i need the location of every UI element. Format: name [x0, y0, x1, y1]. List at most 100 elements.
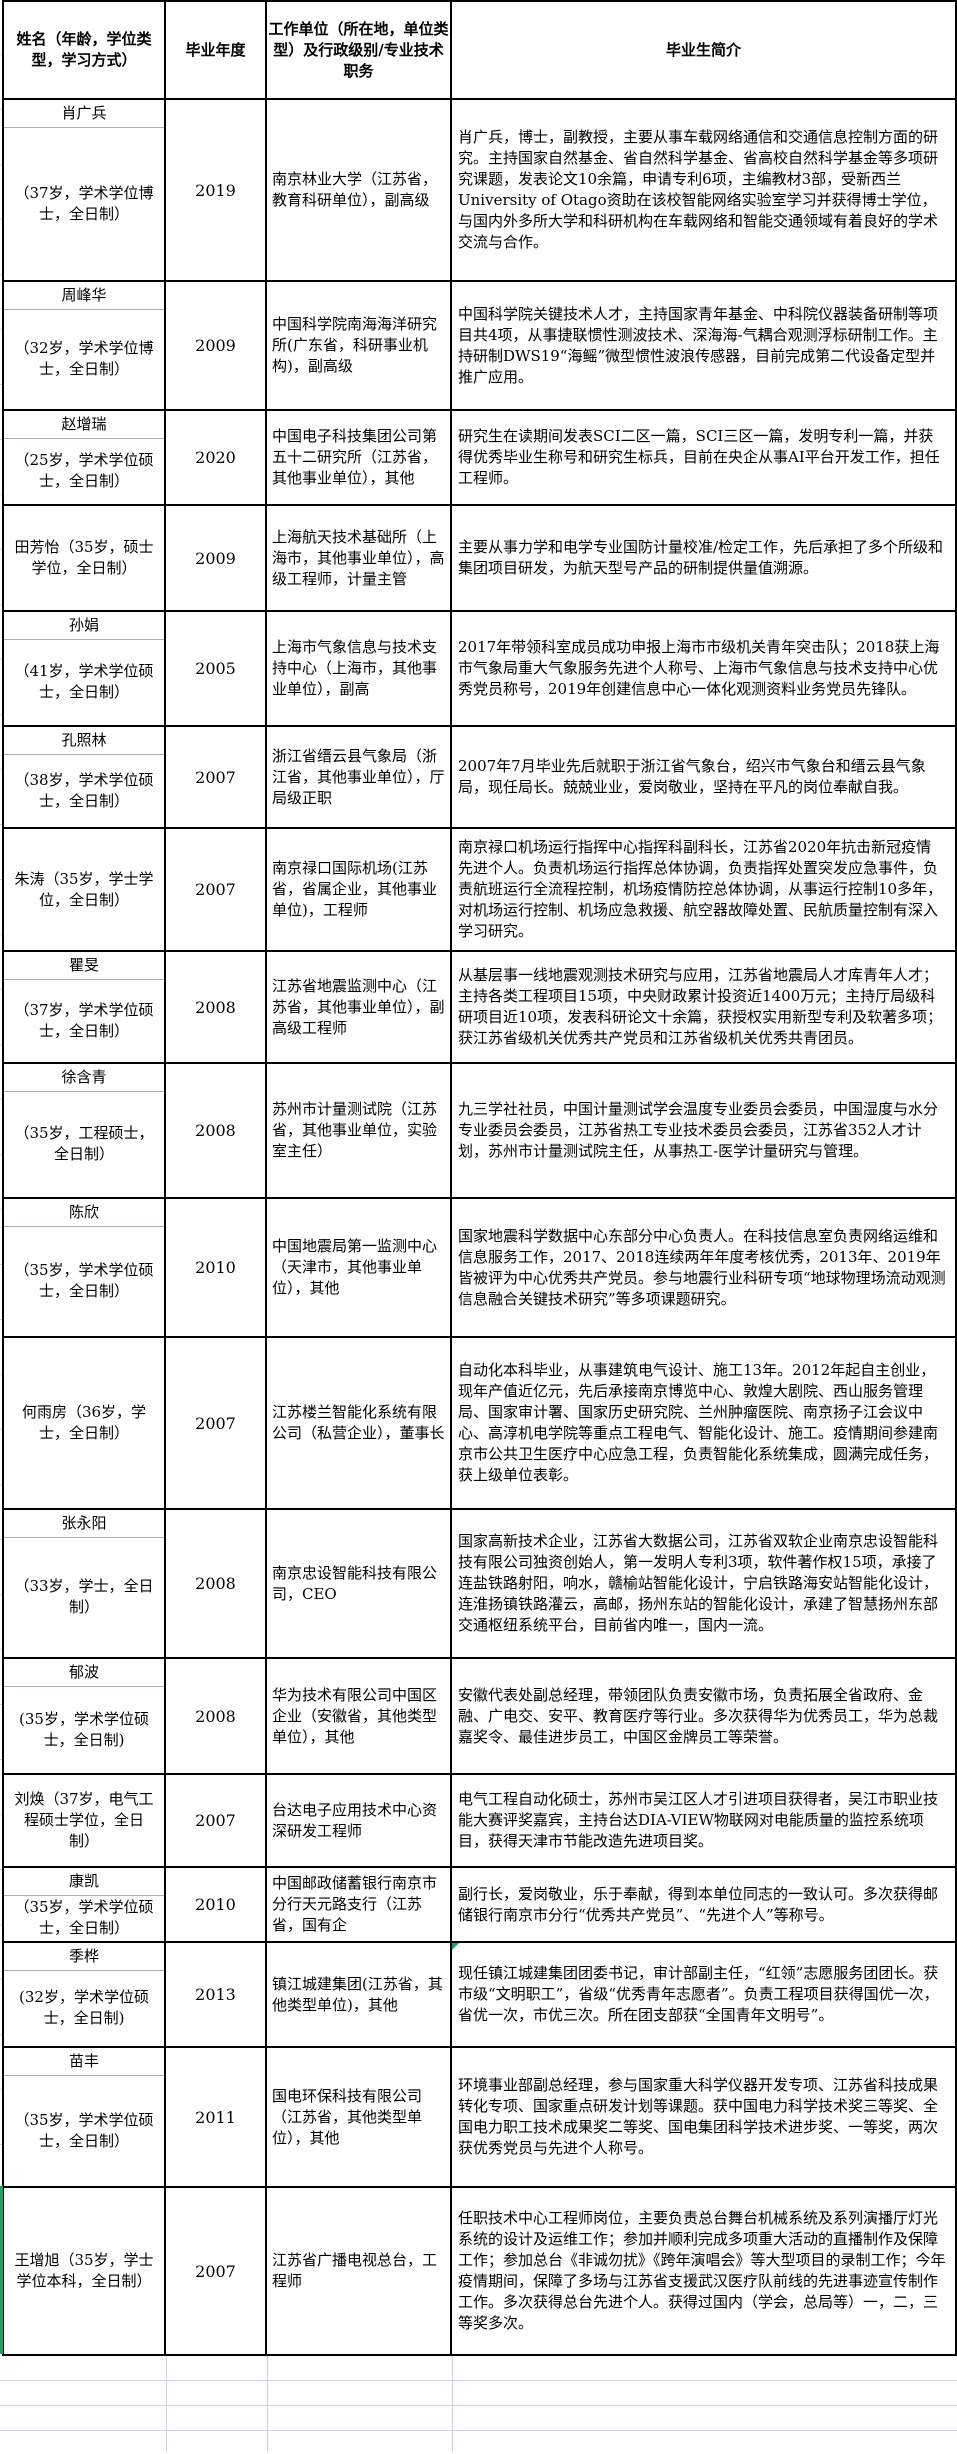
- name-cell[interactable]: 郁波 (35岁，学术学位硕士，全日制): [2, 1657, 166, 1775]
- work-cell[interactable]: 台达电子应用技术中心资深研发工程师: [265, 1773, 452, 1868]
- year-cell[interactable]: 2008: [164, 1508, 267, 1659]
- name-cell[interactable]: 田芳怡（35岁，硕士学位，全日制）: [2, 504, 166, 612]
- name-cell[interactable]: 苗丰 （35岁，学术学位硕士，全日制）: [2, 2046, 166, 2188]
- bio-cell[interactable]: 中国科学院关键技术人才，主持国家青年基金、中科院仪器装备研制等项目共4项，从事捷…: [450, 280, 957, 411]
- empty-row[interactable]: [0, 2356, 957, 2381]
- year-cell[interactable]: 2010: [164, 1866, 267, 1943]
- bio-cell[interactable]: 安徽代表处副总经理，带领团队负责安徽市场，负责拓展全省政府、金融、广电交、安平、…: [450, 1657, 957, 1775]
- graduate-info: （33岁，学士，全日制）: [14, 1577, 154, 1616]
- work-unit-text: 镇江城建集团(江苏省，其他类型单位)，其他: [272, 1974, 443, 2014]
- header-bio[interactable]: 毕业生简介: [450, 0, 957, 100]
- name-cell[interactable]: 刘焕（37岁，电气工程硕士学位，全日制）: [2, 1773, 166, 1868]
- year-cell[interactable]: 2011: [164, 2046, 267, 2188]
- work-cell[interactable]: 国电环保科技有限公司（江苏省，其他类型单位），其他: [265, 2046, 452, 2188]
- year-cell[interactable]: 2007: [164, 827, 267, 952]
- name-cell[interactable]: 赵增瑞 （25岁，学术学位硕士，全日制）: [2, 409, 166, 506]
- bio-cell[interactable]: 从基层事一线地震观测技术研究与应用，江苏省地震局人才库青年人才；主持各类工程项目…: [450, 950, 957, 1064]
- name-cell-content: 孙娟 （41岁，学术学位硕士，全日制）: [5, 613, 163, 724]
- year-cell[interactable]: 2013: [164, 1941, 267, 2048]
- empty-row[interactable]: [0, 2406, 957, 2431]
- bio-cell[interactable]: 国家地震科学数据中心东部分中心负责人。在科技信息室负责网络运维和信息服务工作，2…: [450, 1197, 957, 1338]
- table-row: 康凯 （35岁，学术学位硕士，全日制） 2010 中国邮政储蓄银行南京市分行天元…: [2, 1866, 957, 1943]
- work-cell[interactable]: 南京林业大学（江苏省，教育科研单位），副高级: [265, 98, 452, 282]
- header-name[interactable]: 姓名（年龄，学位类型，学习方式）: [2, 0, 166, 100]
- work-cell[interactable]: 中国地震局第一监测中心（天津市，其他事业单位），其他: [265, 1197, 452, 1338]
- empty-grid-vertical-line: [452, 2356, 453, 2452]
- work-cell[interactable]: 江苏省地震监测中心（江苏省，其他事业单位），副高级工程师: [265, 950, 452, 1064]
- bio-cell[interactable]: 国家高新技术企业，江苏省大数据公司，江苏省双软企业南京忠设智能科技有限公司独资创…: [450, 1508, 957, 1659]
- graduates-table: 姓名（年龄，学位类型，学习方式） 毕业年度 工作单位（所在地，单位类型）及行政级…: [2, 0, 957, 2356]
- year-cell[interactable]: 2007: [164, 1336, 267, 1510]
- work-cell[interactable]: 中国科学院南海海洋研究所(广东省，科研事业机构)，副高级: [265, 280, 452, 411]
- name-cell[interactable]: 孔照林 （38岁，学术学位硕士，全日制）: [2, 725, 166, 829]
- work-cell[interactable]: 中国电子科技集团公司第五十二研究所（江苏省，其他事业单位），其他: [265, 409, 452, 506]
- header-work[interactable]: 工作单位（所在地，单位类型）及行政级别/专业技术职务: [265, 0, 452, 100]
- table-row: 肖广兵 （37岁，学术学位博士，全日制） 2019 南京林业大学（江苏省，教育科…: [2, 98, 957, 282]
- bio-cell[interactable]: 任职技术中心工程师岗位，主要负责总台舞台机械系统及系列演播厅灯光系统的设计及运维…: [450, 2186, 957, 2356]
- year-cell[interactable]: 2008: [164, 1657, 267, 1775]
- year-cell[interactable]: 2010: [164, 1197, 267, 1338]
- graduate-name: 苗丰: [5, 2049, 163, 2076]
- empty-row[interactable]: [0, 2381, 957, 2406]
- name-cell[interactable]: 季桦 (32岁，学术学位硕士，全日制): [2, 1941, 166, 2048]
- bio-cell[interactable]: 电气工程自动化硕士，苏州市吴江区人才引进项目获得者，吴江市职业技能大赛评奖嘉宾，…: [450, 1773, 957, 1868]
- name-cell[interactable]: 何雨房（36岁，学士，全日制）: [2, 1336, 166, 1510]
- name-cell[interactable]: 康凯 （35岁，学术学位硕士，全日制）: [2, 1866, 166, 1943]
- year-cell[interactable]: 2008: [164, 1062, 267, 1199]
- year-cell[interactable]: 2005: [164, 610, 267, 727]
- empty-row[interactable]: [0, 2431, 957, 2454]
- name-cell[interactable]: 周峰华 （32岁，学术学位博士，全日制）: [2, 280, 166, 411]
- year-cell[interactable]: 2007: [164, 1773, 267, 1868]
- bio-cell[interactable]: 主要从事力学和电学专业国防计量校准/检定工作，先后承担了多个所级和集团项目研发，…: [450, 504, 957, 612]
- name-cell-content: 赵增瑞 （25岁，学术学位硕士，全日制）: [5, 412, 163, 503]
- work-cell[interactable]: 江苏省广播电视总台，工程师: [265, 2186, 452, 2356]
- year-cell[interactable]: 2008: [164, 950, 267, 1064]
- name-cell[interactable]: 朱涛（35岁，学士学位，全日制）: [2, 827, 166, 952]
- bio-cell[interactable]: 南京禄口机场运行指挥中心指挥科副科长，江苏省2020年抗击新冠疫情先进个人。负责…: [450, 827, 957, 952]
- bio-cell[interactable]: 2007年7月毕业先后就职于浙江省气象台，绍兴市气象台和缙云县气象局，现任局长。…: [450, 725, 957, 829]
- name-cell[interactable]: 肖广兵 （37岁，学术学位博士，全日制）: [2, 98, 166, 282]
- empty-grid-rows: [0, 2356, 957, 2452]
- year-cell[interactable]: 2009: [164, 504, 267, 612]
- bio-text: 副行长，爱岗敬业，乐于奉献，得到本单位同志的一致认可。多次获得邮储银行南京市分行…: [458, 1884, 939, 1924]
- work-unit-text: 上海航天技术基础所（上海市，其他事业单位），高级工程师，计量主管: [272, 527, 445, 588]
- work-cell-content: 江苏省地震监测中心（江苏省，其他事业单位），副高级工程师: [268, 953, 449, 1061]
- name-cell[interactable]: 孙娟 （41岁，学术学位硕士，全日制）: [2, 610, 166, 727]
- table-row: 徐含青 （35岁，工程硕士，全日制） 2008 苏州市计量测试院（江苏省，其他事…: [2, 1062, 957, 1199]
- bio-cell[interactable]: 副行长，爱岗敬业，乐于奉献，得到本单位同志的一致认可。多次获得邮储银行南京市分行…: [450, 1866, 957, 1943]
- bio-cell-content: 2017年带领科室成员成功申报上海市市级机关青年突击队；2018获上海市气象局重…: [453, 613, 954, 724]
- year-cell[interactable]: 2007: [164, 2186, 267, 2356]
- bio-cell[interactable]: 环境事业部副总经理，参与国家重大科学仪器开发专项、江苏省科技成果转化专项、国家重…: [450, 2046, 957, 2188]
- name-cell[interactable]: 徐含青 （35岁，工程硕士，全日制）: [2, 1062, 166, 1199]
- year-cell[interactable]: 2007: [164, 725, 267, 829]
- bio-cell[interactable]: 肖广兵，博士，副教授，主要从事车载网络通信和交通信息控制方面的研究。主持国家自然…: [450, 98, 957, 282]
- bio-cell[interactable]: 九三学社社员，中国计量测试学会温度专业委员会委员，中国湿度与水分专业委员会委员，…: [450, 1062, 957, 1199]
- row-selection-marker: [0, 2186, 3, 2354]
- work-cell[interactable]: 中国邮政储蓄银行南京市分行天元路支行（江苏省，国有企: [265, 1866, 452, 1943]
- bio-cell[interactable]: 现任镇江城建集团团委书记，审计部副主任，“红领”志愿服务团团长。获市级“文明职工…: [450, 1941, 957, 2048]
- name-cell-content: 朱涛（35岁，学士学位，全日制）: [5, 830, 163, 949]
- table-row: 刘焕（37岁，电气工程硕士学位，全日制） 2007 台达电子应用技术中心资深研发…: [2, 1773, 957, 1868]
- year-cell[interactable]: 2009: [164, 280, 267, 411]
- name-cell[interactable]: 瞿旻 （37岁，学术学位硕士，全日制）: [2, 950, 166, 1064]
- work-cell[interactable]: 上海市气象信息与技术支持中心（上海市，其他事业单位），副高: [265, 610, 452, 727]
- work-cell[interactable]: 苏州市计量测试院（江苏省，其他事业单位，实验室主任）: [265, 1062, 452, 1199]
- bio-cell[interactable]: 2017年带领科室成员成功申报上海市市级机关青年突击队；2018获上海市气象局重…: [450, 610, 957, 727]
- work-cell[interactable]: 江苏楼兰智能化系统有限公司（私营企业），董事长: [265, 1336, 452, 1510]
- name-cell[interactable]: 张永阳 （33岁，学士，全日制）: [2, 1508, 166, 1659]
- work-cell[interactable]: 上海航天技术基础所（上海市，其他事业单位），高级工程师，计量主管: [265, 504, 452, 612]
- year-cell[interactable]: 2019: [164, 98, 267, 282]
- year-cell[interactable]: 2020: [164, 409, 267, 506]
- bio-text: 中国科学院关键技术人才，主持国家青年基金、中科院仪器装备研制等项目共4项，从事捷…: [458, 304, 939, 386]
- header-year[interactable]: 毕业年度: [164, 0, 267, 100]
- work-cell[interactable]: 镇江城建集团(江苏省，其他类型单位)，其他: [265, 1941, 452, 2048]
- work-cell[interactable]: 南京禄口国际机场(江苏省，省属企业，其他事业单位)，工程师: [265, 827, 452, 952]
- work-cell[interactable]: 南京忠设智能科技有限公司，CEO: [265, 1508, 452, 1659]
- name-cell[interactable]: 王增旭（35岁，学士学位本科，全日制）: [2, 2186, 166, 2356]
- work-cell[interactable]: 浙江省缙云县气象局（浙江省，其他事业单位），厅局级正职: [265, 725, 452, 829]
- name-cell[interactable]: 陈欣 （35岁，学术学位硕士，全日制）: [2, 1197, 166, 1338]
- work-cell[interactable]: 华为技术有限公司中国区企业（安徽省，其他类型单位），其他: [265, 1657, 452, 1775]
- work-unit-text: 江苏楼兰智能化系统有限公司（私营企业），董事长: [272, 1403, 445, 1442]
- bio-cell[interactable]: 研究生在读期间发表SCI二区一篇，SCI三区一篇，发明专利一篇，并获得优秀毕业生…: [450, 409, 957, 506]
- bio-cell[interactable]: 自动化本科毕业，从事建筑电气设计、施工13年。2012年起自主创业，现年产值近亿…: [450, 1336, 957, 1510]
